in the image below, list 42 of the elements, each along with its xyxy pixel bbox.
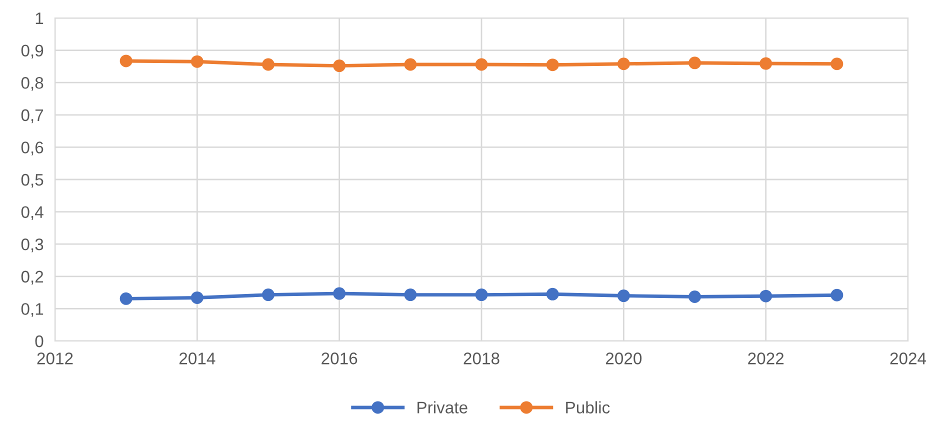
legend-label: Private xyxy=(418,401,468,414)
x-tick-label: 2016 xyxy=(322,352,358,364)
point xyxy=(120,54,132,68)
x-tick-label: 2012 xyxy=(37,352,73,364)
point xyxy=(262,58,274,71)
x-tick-label: 2020 xyxy=(606,352,642,364)
point xyxy=(190,55,204,68)
y-tick-label: 0,3 xyxy=(21,238,44,252)
point xyxy=(760,57,772,70)
point xyxy=(404,58,417,71)
point xyxy=(760,290,772,302)
y-tick-label: 0,4 xyxy=(21,206,44,220)
point xyxy=(475,58,488,71)
point xyxy=(404,288,417,302)
point xyxy=(120,292,132,305)
x-tick-label: 2014 xyxy=(179,352,216,364)
point xyxy=(830,58,844,70)
y-tick-label: 0,1 xyxy=(21,303,44,317)
x-tick-label: 2024 xyxy=(890,352,926,364)
point xyxy=(617,290,630,302)
y-tick-label: 0 xyxy=(35,335,44,348)
y-tick-label: 0,2 xyxy=(21,270,44,285)
y-tick-label: 0,7 xyxy=(21,109,44,124)
point xyxy=(617,58,630,70)
point xyxy=(688,56,701,70)
y-tick-label: 1 xyxy=(36,12,44,24)
legend-label: Public xyxy=(566,401,610,414)
x-tick-label: 2018 xyxy=(464,352,500,364)
point xyxy=(262,288,274,302)
point xyxy=(333,287,346,300)
y-tick-label: 0,6 xyxy=(21,142,44,156)
y-tick-label: 0,9 xyxy=(21,44,44,58)
point xyxy=(333,60,346,72)
x-tick-label: 2022 xyxy=(748,352,784,364)
point xyxy=(830,288,844,302)
point xyxy=(688,290,701,303)
point xyxy=(546,288,559,300)
point xyxy=(475,288,488,302)
y-tick-label: 0,8 xyxy=(21,77,44,91)
y-tick-label: 0,5 xyxy=(21,174,44,188)
point xyxy=(190,291,204,304)
point xyxy=(546,58,559,72)
